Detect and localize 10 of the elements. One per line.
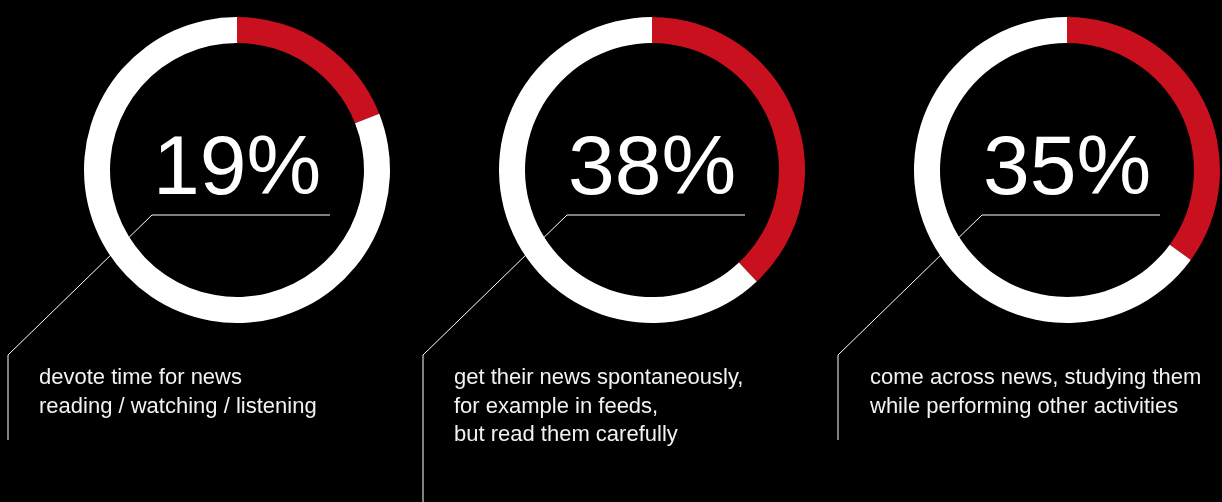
data-label: 38% [568,118,737,212]
data-label: 35% [983,118,1152,212]
donut-slice [914,17,1191,323]
donut-slice [84,17,390,323]
text: get their news spontaneously, for example in feeds, but read them carefully [454,364,744,447]
data-label: 19% [153,118,322,212]
donut-slice [237,17,380,124]
donut-slice [499,17,757,323]
text: come across news, studying them while performing other activities [869,364,1202,418]
text: devote time for news reading / watching / listening [39,364,317,418]
